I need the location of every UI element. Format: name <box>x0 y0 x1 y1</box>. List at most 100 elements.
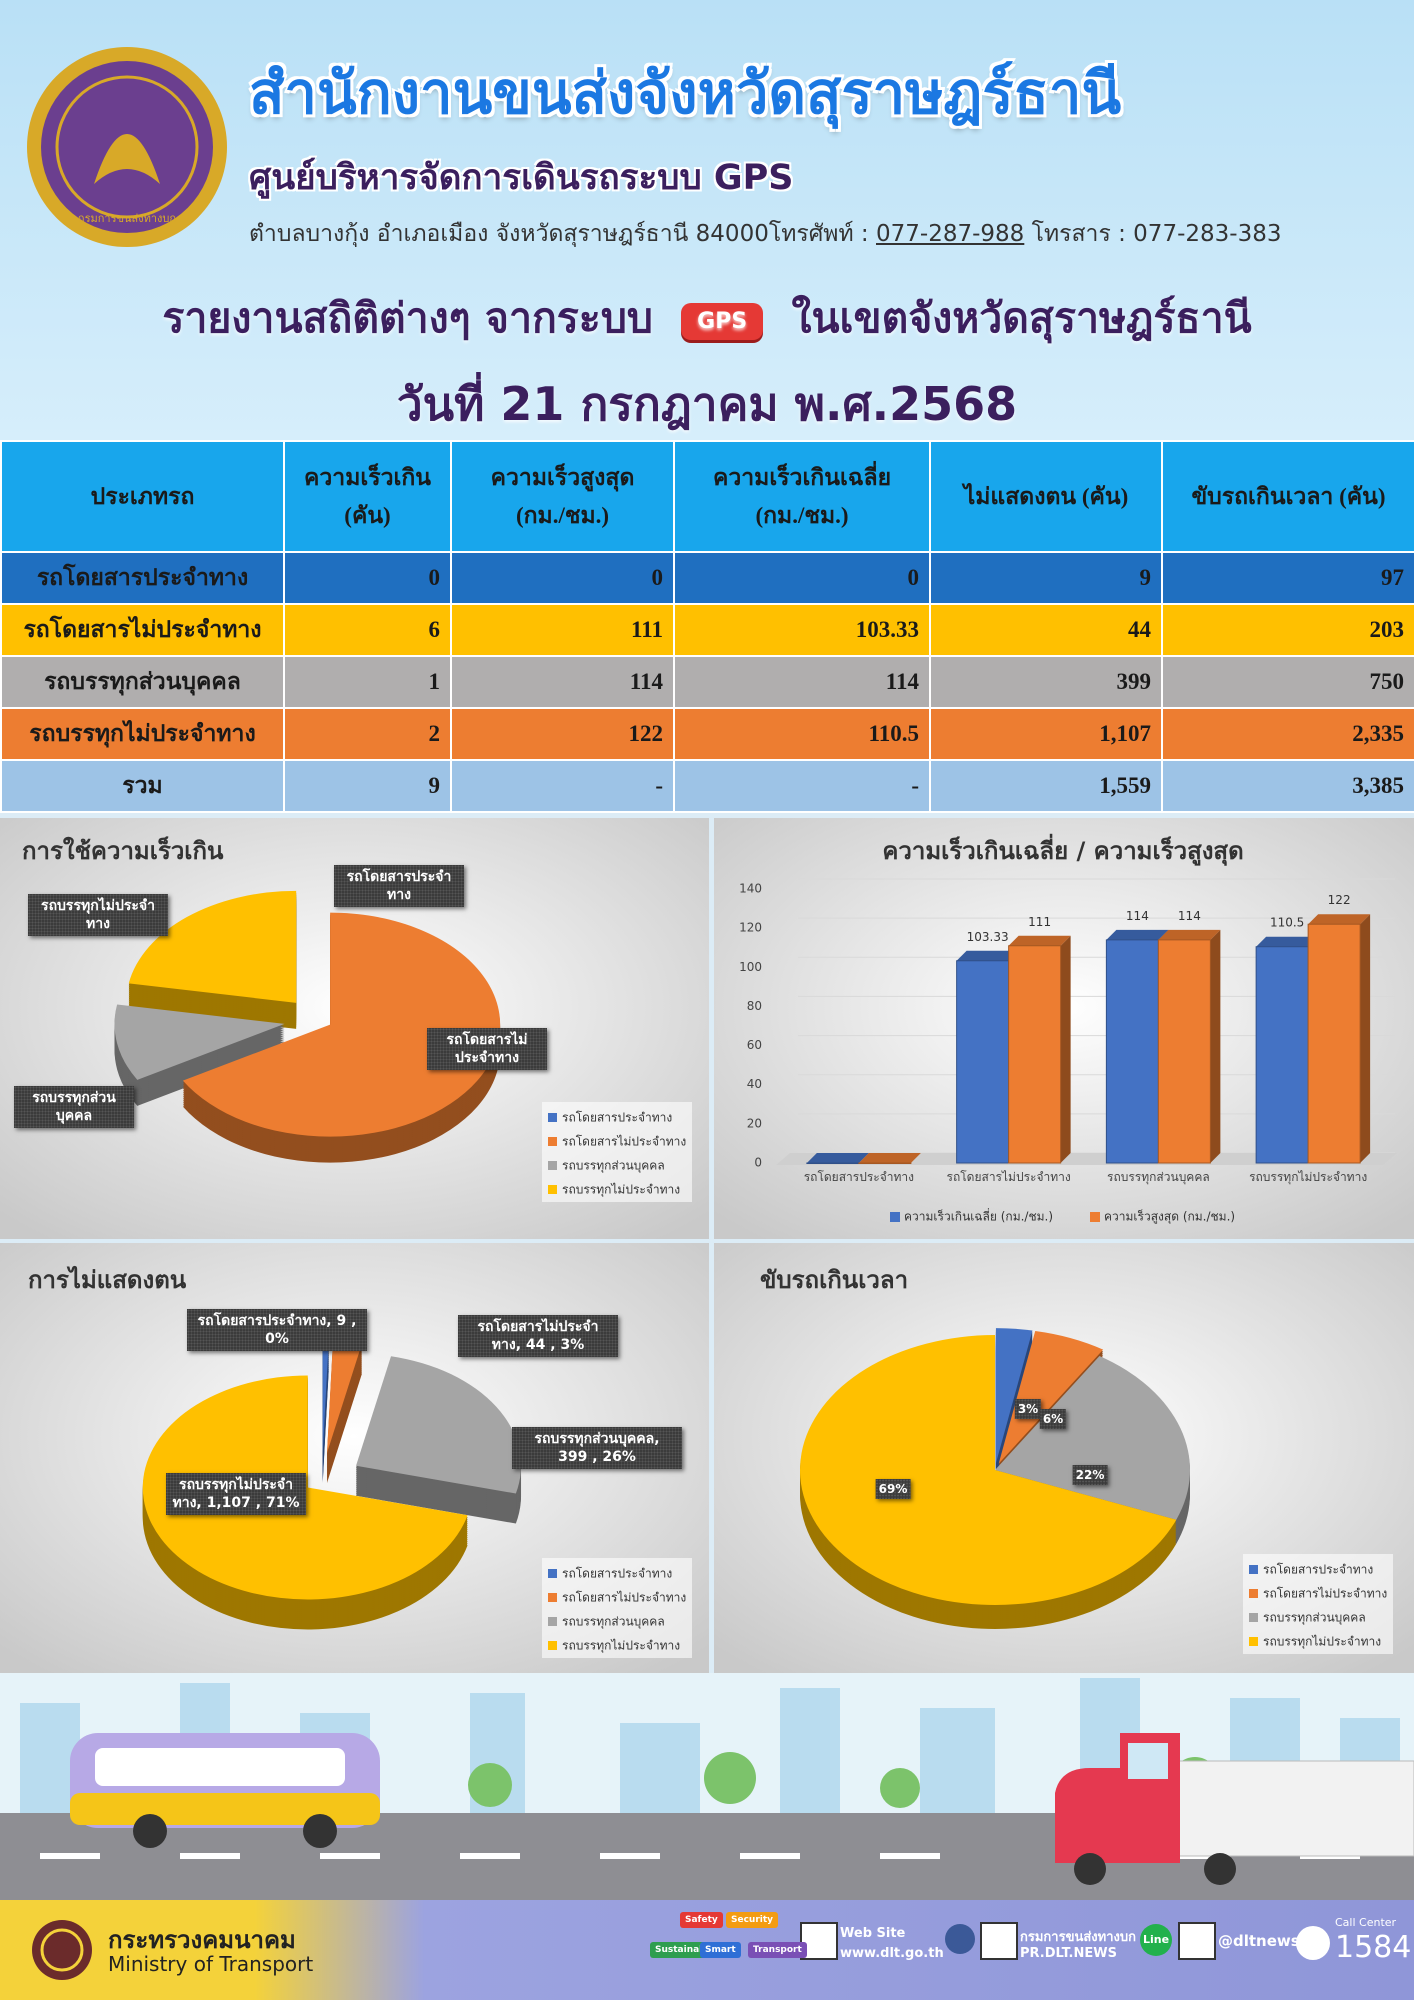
call-center-label: Call Center <box>1335 1916 1397 1929</box>
table-header-cell: ความเร็วสูงสุด (กม./ชม.) <box>450 440 675 553</box>
value-cell: 0 <box>673 551 931 605</box>
slice-side <box>326 1371 362 1484</box>
slice-side <box>322 1358 329 1471</box>
bus-stripe <box>70 1793 380 1825</box>
table-row: รถโดยสารประจำทาง 0 0 0 9 97 <box>0 551 1414 605</box>
header-text: ความเร็วสูงสุด <box>490 464 635 490</box>
slice-side <box>322 1344 329 1457</box>
report-title-line: รายงานสถิติต่างๆ จากระบบ GPS ในเขตจังหวั… <box>0 286 1414 351</box>
value-cell: 111 <box>450 603 675 657</box>
bar <box>1255 946 1309 1164</box>
legend-swatch <box>548 1593 557 1602</box>
slice-side <box>114 1028 285 1104</box>
value-cell: 44 <box>929 603 1163 657</box>
slice-side <box>326 1345 362 1458</box>
slice-side <box>322 1362 329 1475</box>
table-row: รถบรรทุกไม่ประจำทาง 2 122 110.5 1,107 2,335 <box>0 707 1414 761</box>
slice-side <box>800 1341 1177 1611</box>
slice-side <box>326 1359 362 1472</box>
slice-side <box>322 1360 329 1473</box>
y-tick-label: 140 <box>739 882 762 896</box>
slice-side <box>114 1008 285 1084</box>
legend-swatch <box>548 1161 557 1170</box>
line-id[interactable]: @dltnews <box>1218 1932 1300 1950</box>
slice-side <box>326 1361 362 1474</box>
value-cell: - <box>450 759 675 813</box>
value-cell: 0 <box>283 551 452 605</box>
bar-side <box>1360 914 1371 1163</box>
slice-side <box>995 1364 1190 1528</box>
slice-side <box>326 1349 362 1462</box>
dept-page[interactable]: PR.DLT.NEWS <box>1020 1946 1117 1961</box>
value-label: 111 <box>1028 915 1051 929</box>
website[interactable]: www.dlt.go.th <box>840 1946 944 1961</box>
x-tick-label: รถโดยสารประจำทาง <box>804 1170 914 1184</box>
qr-code <box>1178 1922 1216 1960</box>
pie-slice <box>326 1341 362 1454</box>
bar-side <box>1060 935 1071 1163</box>
header-text: ไม่แสดงตน (คัน) <box>963 483 1129 509</box>
footer-badge: Security <box>726 1912 779 1928</box>
slice-side <box>326 1353 362 1466</box>
slice-side <box>322 1346 329 1459</box>
legend-swatch <box>1249 1565 1258 1574</box>
legend-label: รถบรรทุกไม่ประจำทาง <box>562 1639 680 1654</box>
y-tick-label: 100 <box>739 960 762 974</box>
call-center[interactable]: 1584 <box>1335 1930 1412 1965</box>
slice-side <box>356 1364 522 1502</box>
value-cell: 399 <box>929 655 1163 709</box>
slice-side <box>356 1360 522 1498</box>
pie-slice <box>995 1328 1033 1464</box>
value-cell: 114 <box>450 655 675 709</box>
legend-label: ความเร็วสูงสุด (กม./ชม.) <box>1104 1209 1235 1225</box>
value-cell: 9 <box>283 759 452 813</box>
legend-swatch <box>1249 1589 1258 1598</box>
pie-slice <box>800 1335 1177 1605</box>
slice-side <box>356 1366 522 1504</box>
report-area: ในเขตจังหวัดสุราษฎร์ธานี <box>791 294 1252 342</box>
slice-side <box>326 1355 362 1468</box>
legend-swatch <box>890 1212 900 1222</box>
dash <box>320 1853 380 1859</box>
x-tick-label: รถบรรทุกไม่ประจำทาง <box>1249 1170 1367 1185</box>
slice-side <box>356 1376 522 1514</box>
header-text: (กม./ชม.) <box>755 502 849 528</box>
legend-label: รถบรรทุกส่วนบุคคล <box>562 1159 665 1174</box>
slice-side <box>182 914 501 1139</box>
wheel <box>1204 1853 1236 1885</box>
chart-title: ความเร็วเกินเฉลี่ย / ความเร็วสูงสุด <box>882 833 1243 867</box>
wheel <box>133 1814 167 1848</box>
pie-slice <box>356 1356 522 1494</box>
slice-side <box>356 1370 522 1508</box>
legend-swatch <box>1249 1637 1258 1646</box>
header-text: (คัน) <box>344 502 391 528</box>
slice-side <box>995 1366 1190 1530</box>
slice-side <box>142 1405 468 1630</box>
chart-panel <box>714 818 1414 1239</box>
chart-title: การใช้ความเร็วเกิน <box>22 836 224 865</box>
vehicle-type-cell: รถโดยสารประจำทาง <box>0 551 285 605</box>
slice-side <box>356 1382 522 1520</box>
table-header-cell: ไม่แสดงตน (คัน) <box>929 440 1163 553</box>
data-label: 6% <box>1039 1409 1067 1429</box>
header-text: (กม./ชม.) <box>515 502 610 528</box>
logo-text: กรมการขนส่งทางบก <box>78 212 176 225</box>
slice-side <box>800 1353 1177 1624</box>
slice-side <box>322 1342 329 1455</box>
slice-side <box>322 1370 329 1483</box>
value-cell: 1,107 <box>929 707 1163 761</box>
table-row: รวม 9- -1,559 3,385 <box>0 759 1414 813</box>
slice-side <box>800 1347 1177 1617</box>
building <box>920 1708 995 1813</box>
slice-side <box>326 1363 362 1476</box>
illustration <box>0 1673 1414 1900</box>
slice-side <box>326 1369 362 1482</box>
table-header-cell: ประเภทรถ <box>0 440 285 553</box>
legend-swatch <box>1090 1212 1100 1222</box>
slice-side <box>326 1367 362 1480</box>
tree <box>704 1752 756 1804</box>
pie-slice <box>998 1330 1104 1464</box>
slice-side <box>356 1380 522 1518</box>
header-text: ความเร็วเกินเฉลี่ย <box>712 464 892 490</box>
x-tick-label: รถบรรทุกส่วนบุคคล <box>1107 1170 1210 1185</box>
